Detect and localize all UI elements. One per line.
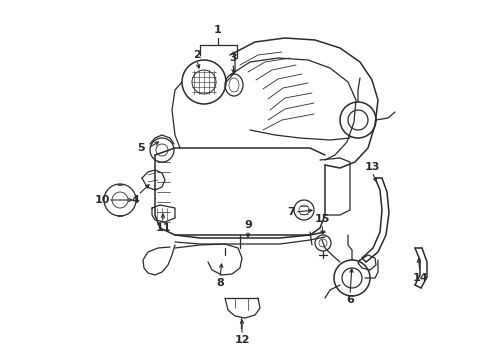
Text: 9: 9 xyxy=(244,220,251,230)
Text: 3: 3 xyxy=(229,53,236,63)
Text: 8: 8 xyxy=(216,278,224,288)
Text: 15: 15 xyxy=(314,214,329,224)
Text: 6: 6 xyxy=(346,295,353,305)
Text: 12: 12 xyxy=(234,335,249,345)
Text: 14: 14 xyxy=(411,273,427,283)
Text: 13: 13 xyxy=(364,162,379,172)
Text: 1: 1 xyxy=(214,25,222,35)
Text: 2: 2 xyxy=(193,50,201,60)
Text: 10: 10 xyxy=(94,195,109,205)
Text: 4: 4 xyxy=(131,195,139,205)
Text: 11: 11 xyxy=(155,223,170,233)
Text: 5: 5 xyxy=(137,143,144,153)
Text: 7: 7 xyxy=(286,207,294,217)
